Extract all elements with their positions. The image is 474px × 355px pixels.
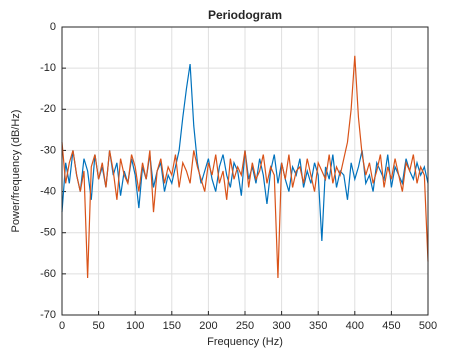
x-tick-label: 450 [382, 320, 400, 332]
x-axis-label: Frequency (Hz) [207, 336, 283, 348]
y-tick-label: -10 [40, 62, 56, 74]
y-tick-label: 0 [50, 21, 56, 33]
y-tick-label: -30 [40, 144, 56, 156]
y-axis-label: Power/frequency (dB/Hz) [10, 110, 22, 233]
plot-frame [61, 26, 429, 316]
x-tick-label: 100 [126, 320, 144, 332]
data-line [61, 55, 429, 278]
chart-title: Periodogram [208, 8, 282, 22]
y-tick-label: -70 [40, 309, 56, 321]
y-tick-label: -50 [40, 227, 56, 239]
y-tick-label: -20 [40, 103, 56, 115]
y-tick-label: -40 [40, 185, 56, 197]
x-tick-label: 200 [199, 320, 217, 332]
x-tick-label: 500 [419, 320, 437, 332]
x-tick-label: 150 [163, 320, 181, 332]
y-tick-label: -60 [40, 268, 56, 280]
x-tick-label: 300 [272, 320, 290, 332]
x-tick-label: 250 [236, 320, 254, 332]
x-tick-label: 400 [346, 320, 364, 332]
x-tick-label: 350 [309, 320, 327, 332]
x-tick-label: 50 [92, 320, 104, 332]
x-tick-label: 0 [59, 320, 65, 332]
